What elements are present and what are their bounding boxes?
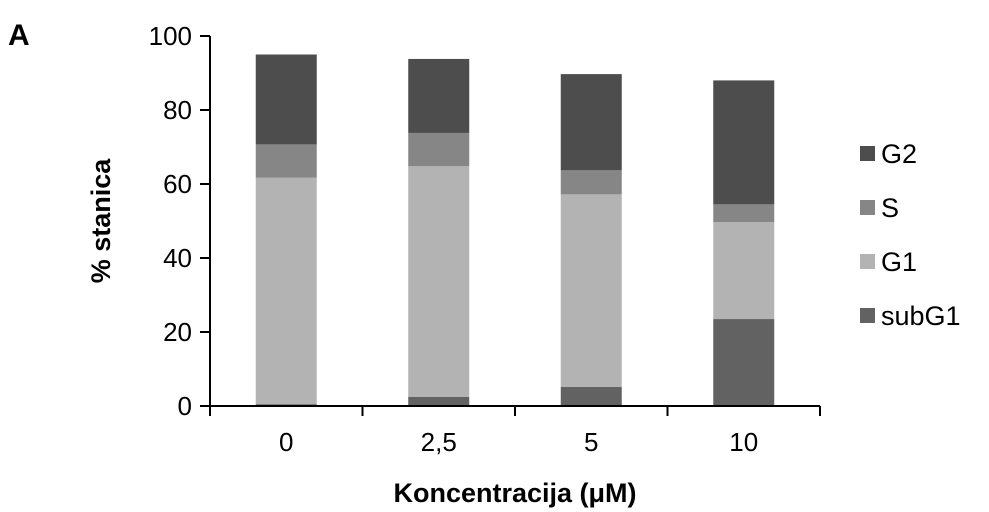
x-tick-label: 0 — [279, 427, 293, 457]
bars-group — [255, 54, 775, 406]
legend-swatch-G2 — [860, 146, 875, 161]
bar-S-3 — [713, 204, 775, 223]
bar-G1-3 — [713, 222, 775, 320]
bar-G1-2 — [560, 194, 622, 387]
panel-label: A — [8, 19, 30, 52]
bar-G1-0 — [255, 177, 317, 405]
bar-G2-3 — [713, 80, 775, 205]
legend-label-G1: G1 — [881, 247, 917, 277]
bar-subG1-1 — [408, 396, 470, 406]
x-tick-label: 5 — [584, 427, 598, 457]
bar-S-1 — [408, 132, 470, 167]
bar-G2-0 — [255, 54, 317, 145]
bar-S-0 — [255, 144, 317, 178]
bar-S-2 — [560, 170, 622, 195]
bar-G1-1 — [408, 166, 470, 397]
y-tick-label: 60 — [163, 169, 192, 199]
legend-label-subG1: subG1 — [881, 301, 961, 331]
y-axis-title: % stanica — [86, 158, 116, 284]
y-tick-label: 80 — [163, 95, 192, 125]
y-tick-label: 100 — [149, 21, 192, 51]
x-axis-title: Koncentracija (μM) — [393, 478, 636, 508]
legend: G2 S G1 subG1 — [860, 139, 961, 331]
bar-G2-1 — [408, 58, 470, 133]
x-ticks-group: 0 2,5 5 10 — [209, 406, 821, 457]
x-tick-label: 2,5 — [421, 427, 457, 457]
bar-subG1-3 — [713, 319, 775, 406]
y-tick-label: 20 — [163, 317, 192, 347]
y-tick-label: 40 — [163, 243, 192, 273]
legend-swatch-G1 — [860, 254, 875, 269]
legend-swatch-subG1 — [860, 308, 875, 323]
y-ticks-group: 0 20 40 60 80 100 — [149, 21, 210, 421]
bar-G2-2 — [560, 74, 622, 171]
legend-swatch-S — [860, 200, 875, 215]
legend-label-G2: G2 — [881, 139, 917, 169]
bar-subG1-2 — [560, 386, 622, 406]
legend-label-S: S — [881, 193, 899, 223]
x-tick-label: 10 — [729, 427, 758, 457]
y-tick-label: 0 — [178, 391, 192, 421]
